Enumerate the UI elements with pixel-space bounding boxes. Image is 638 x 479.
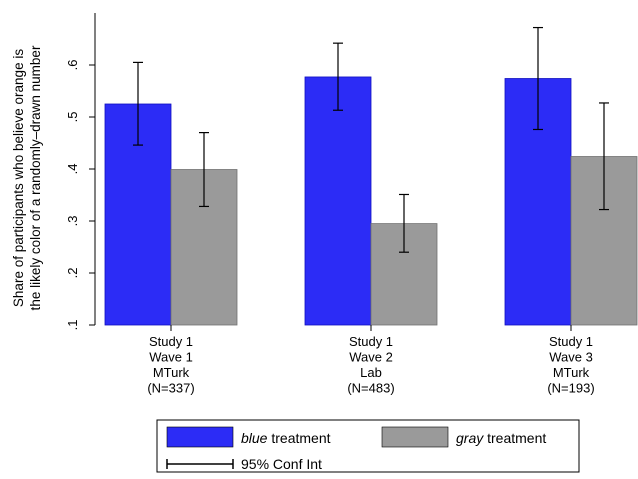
legend-ci-symbol (166, 459, 234, 469)
category-label-line: Wave 3 (549, 350, 593, 365)
y-axis-label: Share of participants who believe orange… (11, 45, 43, 310)
y-tick-label: .4 (65, 164, 80, 175)
error-bar-blue (533, 26, 543, 131)
y-tick-label: .3 (65, 216, 80, 227)
y-tick-label: .5 (65, 112, 80, 123)
legend-swatch-blue (166, 426, 234, 448)
y-axis-label-line-2: the likely color of a randomly–drawn num… (28, 45, 43, 310)
legend: blue treatment gray treatment 95% Conf I… (156, 419, 580, 473)
error-bar-gray (199, 132, 209, 208)
category-label-line: Wave 1 (149, 350, 193, 365)
legend-label-gray: gray treatment (456, 430, 546, 446)
error-bar-gray (599, 102, 609, 211)
category-label-line: Study 1 (149, 334, 193, 349)
category-label-line: Wave 2 (349, 350, 393, 365)
error-bar-blue (133, 61, 143, 146)
legend-label-gray-rest: treatment (483, 430, 546, 446)
category-label-line: MTurk (553, 365, 590, 380)
category-label-line: MTurk (153, 365, 190, 380)
error-bar-gray (399, 193, 409, 253)
legend-label-blue-italic: blue (241, 430, 268, 446)
y-tick-label: .1 (65, 320, 80, 331)
legend-label-gray-italic: gray (456, 430, 484, 446)
category-label-line: Study 1 (549, 334, 593, 349)
y-axis-label-line-1: Share of participants who believe orange… (11, 49, 26, 307)
legend-label-ci: 95% Conf Int (241, 456, 322, 472)
bar-blue (304, 76, 372, 326)
category-label-line: (N=193) (547, 381, 594, 396)
error-bars (133, 26, 609, 253)
y-tick-label: .2 (65, 268, 80, 279)
bars (104, 76, 638, 326)
error-bar-blue (333, 42, 343, 111)
y-axis-ticks: .1 .2 .3 .4 .5 .6 (65, 60, 95, 331)
category-label-line: Lab (360, 365, 382, 380)
category-label-line: Study 1 (349, 334, 393, 349)
legend-swatch-gray (381, 426, 449, 448)
category-label-line: (N=483) (347, 381, 394, 396)
legend-label-blue: blue treatment (241, 430, 331, 446)
legend-label-blue-rest: treatment (267, 430, 330, 446)
category-label-line: (N=337) (147, 381, 194, 396)
y-tick-label: .6 (65, 60, 80, 71)
